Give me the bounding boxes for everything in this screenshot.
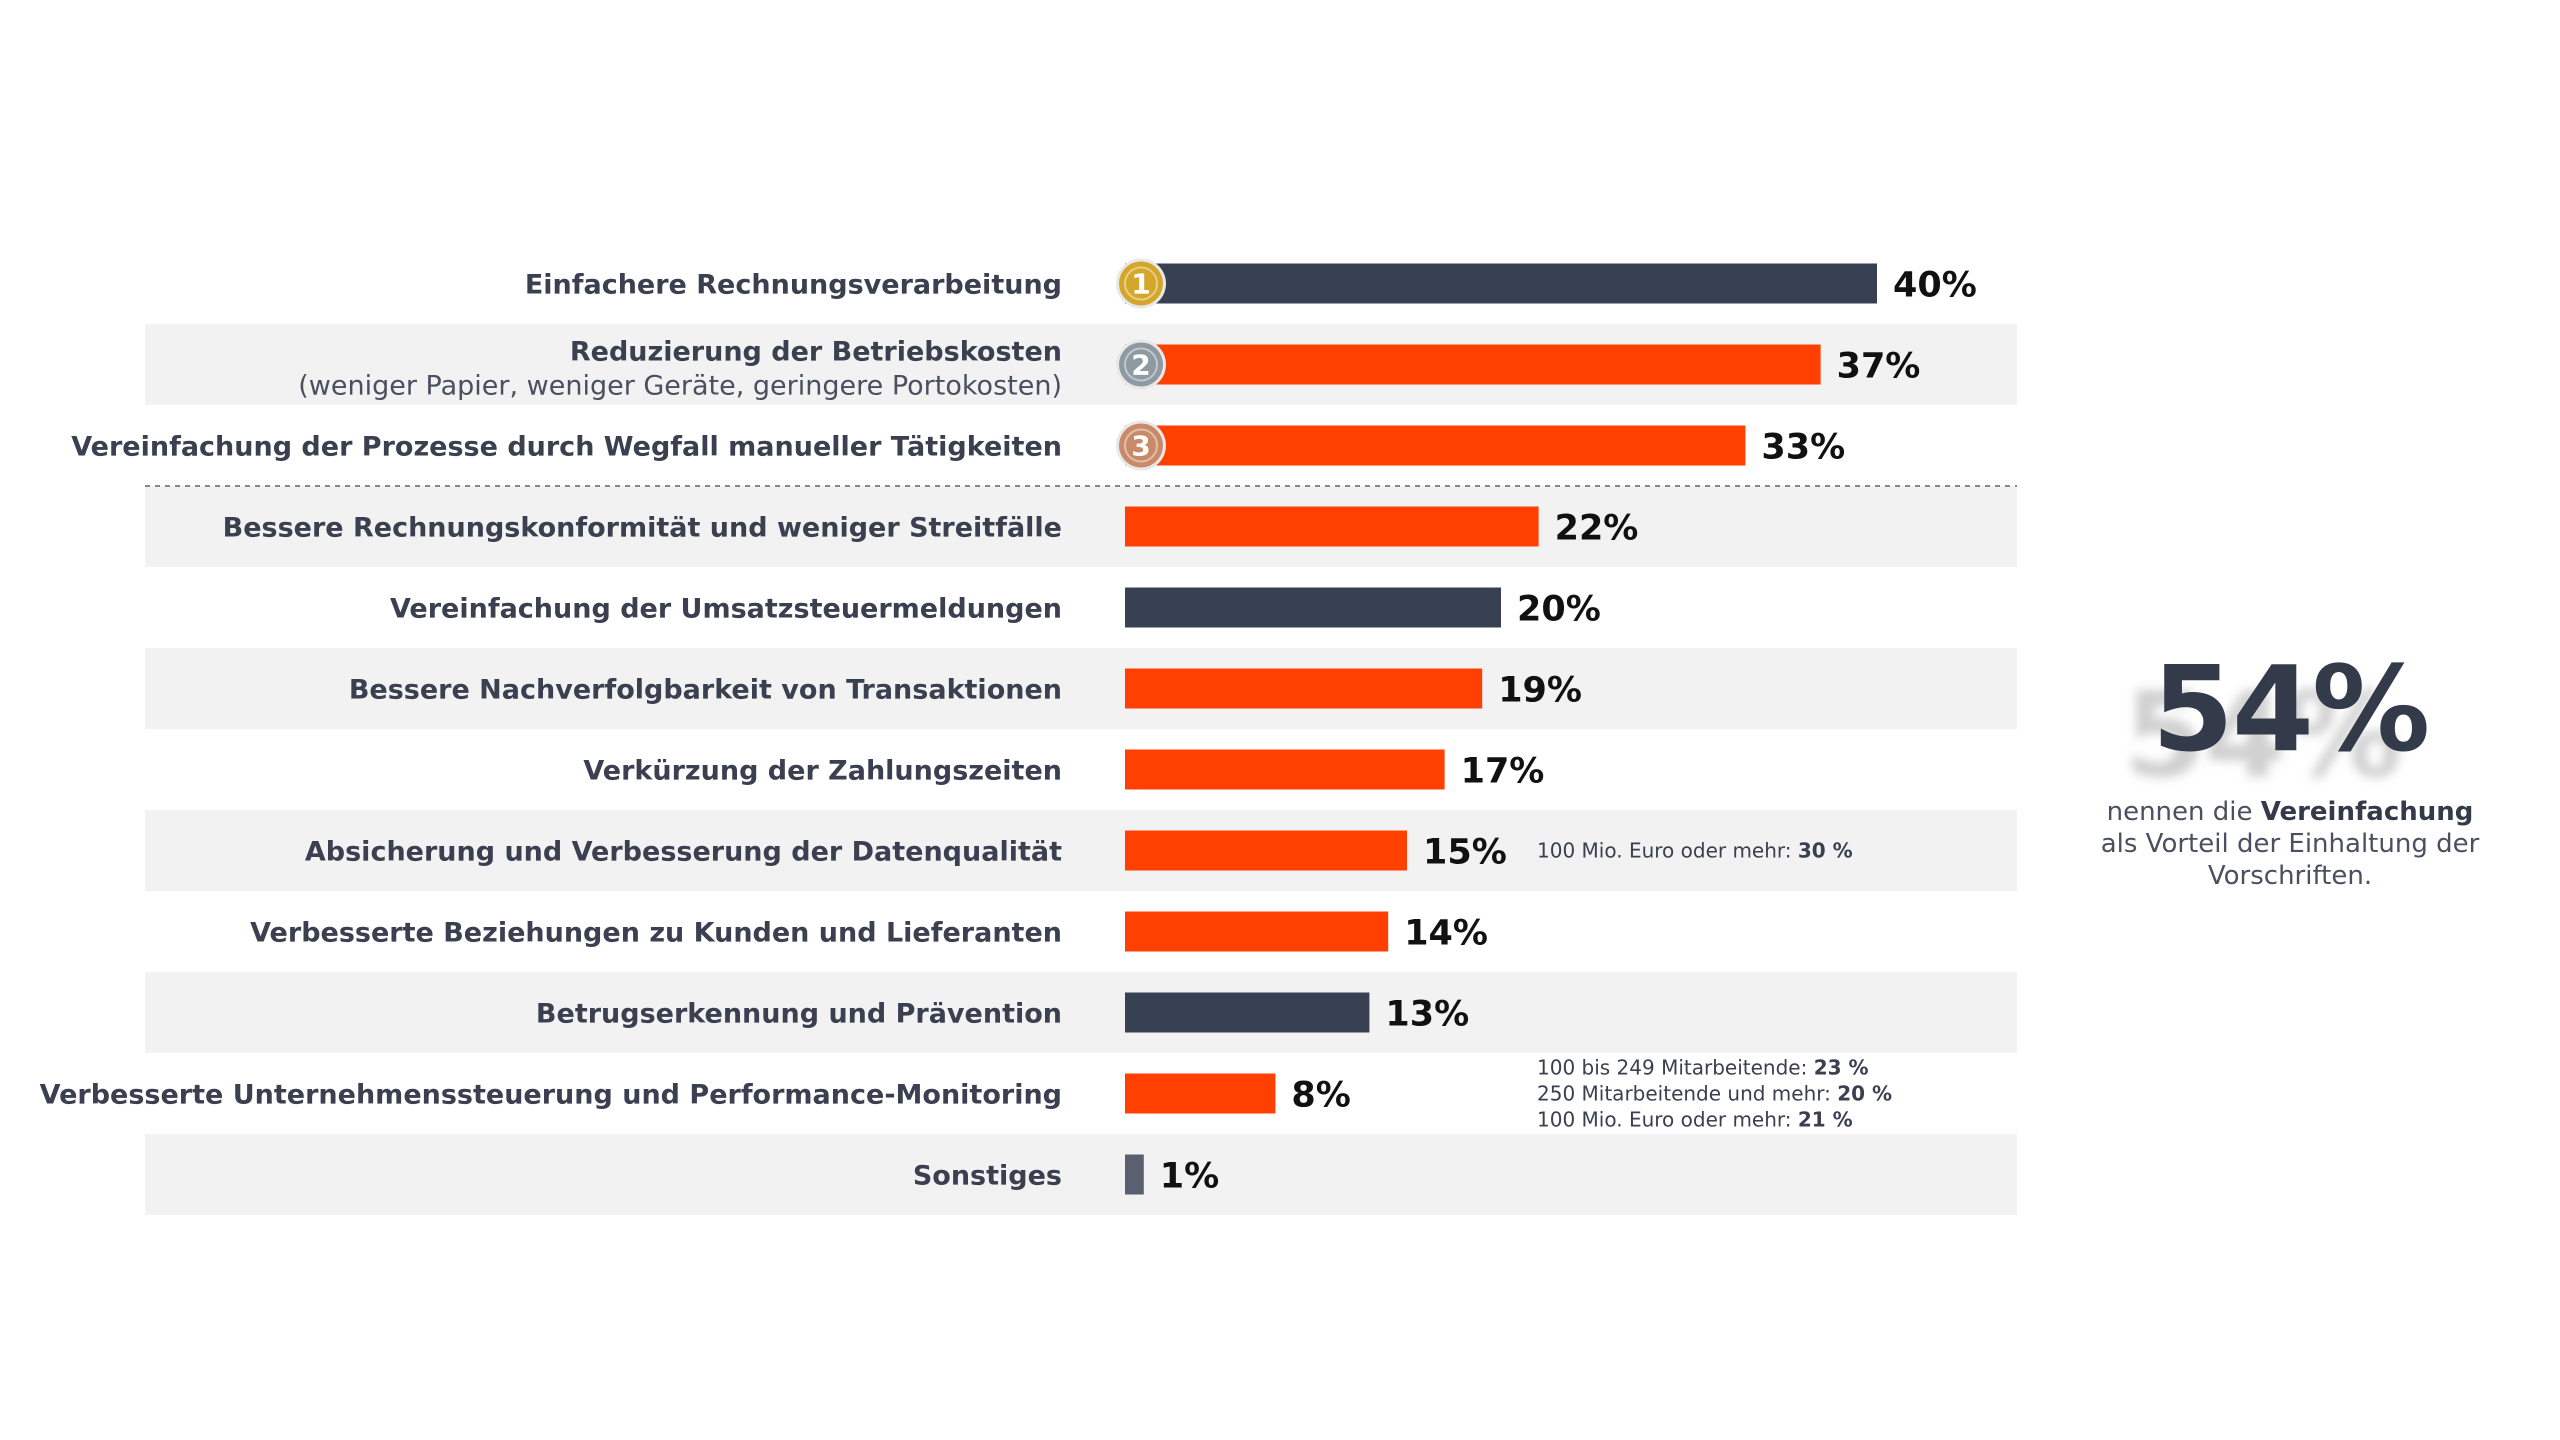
chart-row: Bessere Rechnungskonformität und weniger…	[223, 506, 1639, 549]
category-sublabel: (weniger Papier, weniger Geräte, geringe…	[298, 371, 1062, 402]
medal-face	[1119, 423, 1163, 468]
highlight-text: nennen die Vereinfachung als Vorteil der …	[2100, 796, 2480, 892]
category-label: Bessere Nachverfolgbarkeit von Transakti…	[349, 675, 1062, 706]
bar	[1125, 911, 1389, 952]
category-label: Sonstiges	[913, 1161, 1062, 1192]
rank-medal-icon: 2	[1116, 339, 1166, 390]
highlight-callout: 54% nennen die Vereinfachung als Vorteil …	[2100, 650, 2480, 892]
category-label: Verbesserte Beziehungen zu Kunden und Li…	[250, 918, 1062, 949]
bar	[1125, 506, 1539, 547]
bar	[1125, 1073, 1276, 1114]
medal-face	[1119, 261, 1163, 306]
category-label: Verkürzung der Zahlungszeiten	[583, 756, 1062, 787]
segment-note: 100 Mio. Euro oder mehr: 30 %	[1537, 839, 1853, 863]
bar	[1125, 992, 1370, 1033]
chart-row: Reduzierung der Betriebskosten(weniger P…	[298, 337, 1920, 402]
value-label: 1%	[1160, 1157, 1219, 1197]
chart-rows: Einfachere Rechnungsverarbeitung 40% Reduz…	[40, 258, 1977, 1197]
value-label: 33%	[1761, 428, 1845, 468]
category-label: Einfachere Rechnungsverarbeitung	[525, 270, 1062, 301]
bar	[1125, 830, 1407, 871]
chart-row: Verbesserte Beziehungen zu Kunden und Li…	[250, 911, 1488, 954]
chart-row: Vereinfachung der Prozesse durch Wegfall…	[71, 425, 1845, 468]
row-band	[145, 486, 2017, 567]
highlight-value: 54%	[2151, 640, 2430, 778]
chart-row: Verbesserte Unternehmenssteuerung und Pe…	[40, 1073, 1351, 1116]
segment-note: 250 Mitarbeitende und mehr: 20 %	[1537, 1082, 1892, 1106]
bar	[1125, 344, 1821, 385]
category-label: Vereinfachung der Umsatzsteuermeldungen	[390, 594, 1062, 625]
medal-face	[1119, 342, 1163, 387]
rank-medal-icon: 3	[1116, 420, 1166, 471]
value-label: 8%	[1291, 1076, 1350, 1116]
rank-medal-icon: 1	[1116, 258, 1166, 309]
category-label: Vereinfachung der Prozesse durch Wegfall…	[71, 432, 1062, 463]
value-label: 15%	[1423, 833, 1507, 873]
medal-ring	[1124, 347, 1158, 382]
value-label: 40%	[1893, 266, 1977, 306]
chart-row: Einfachere Rechnungsverarbeitung 40%	[525, 263, 1977, 306]
category-label: Betrugserkennung und Prävention	[536, 999, 1062, 1030]
highlight-text-before: nennen die	[2106, 797, 2261, 827]
bar	[1125, 425, 1746, 466]
bar	[1125, 749, 1445, 790]
chart-row: Absicherung und Verbesserung der Datenqu…	[305, 830, 1507, 873]
category-label: Verbesserte Unternehmenssteuerung und Pe…	[40, 1080, 1062, 1111]
category-label: Absicherung und Verbesserung der Datenqu…	[305, 837, 1062, 868]
highlight-text-bold: Vereinfachung	[2260, 797, 2474, 827]
row-band	[145, 810, 2017, 891]
category-label: Reduzierung der Betriebskosten	[570, 337, 1062, 368]
bar	[1125, 263, 1877, 304]
chart-row: Vereinfachung der Umsatzsteuermeldungen 2…	[390, 587, 1601, 630]
value-label: 19%	[1498, 671, 1582, 711]
value-label: 14%	[1404, 914, 1488, 954]
highlight-text-after: als Vorteil der Einhaltung der Vorschrif…	[2100, 829, 2480, 891]
value-label: 17%	[1461, 752, 1545, 792]
chart-row: Verkürzung der Zahlungszeiten 17%	[583, 749, 1545, 792]
bar	[1125, 1154, 1144, 1195]
rank-number: 1	[1131, 268, 1150, 301]
value-label: 13%	[1385, 995, 1469, 1035]
bar-chart: Einfachere Rechnungsverarbeitung 40% Reduz…	[40, 258, 2017, 1215]
medal-ring	[1124, 266, 1158, 301]
category-label: Bessere Rechnungskonformität und weniger…	[223, 513, 1062, 544]
row-bands	[145, 324, 2017, 1215]
chart-row: Bessere Nachverfolgbarkeit von Transakti…	[349, 668, 1582, 711]
row-band	[145, 648, 2017, 729]
chart-row: Betrugserkennung und Prävention 13%	[536, 992, 1469, 1035]
segment-note: 100 bis 249 Mitarbeitende: 23 %	[1537, 1056, 1869, 1080]
chart-row: Sonstiges 1%	[913, 1154, 1219, 1197]
bar	[1125, 668, 1483, 709]
segment-note: 100 Mio. Euro oder mehr: 21 %	[1537, 1108, 1853, 1132]
value-label: 37%	[1837, 347, 1921, 387]
rank-number: 3	[1131, 430, 1150, 463]
row-band	[145, 1134, 2017, 1215]
rank-number: 2	[1131, 349, 1150, 382]
value-label: 20%	[1517, 590, 1601, 630]
medal-ring	[1124, 428, 1158, 463]
row-band	[145, 972, 2017, 1053]
value-label: 22%	[1555, 509, 1639, 549]
bar	[1125, 587, 1501, 628]
